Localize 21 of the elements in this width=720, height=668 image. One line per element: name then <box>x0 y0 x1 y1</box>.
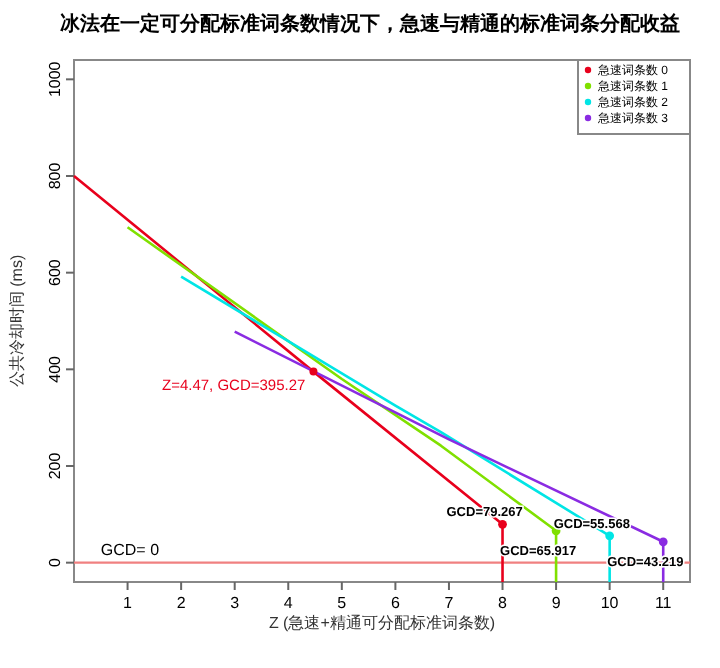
y-tick-label: 600 <box>46 258 64 287</box>
x-tick-label: 7 <box>444 594 455 612</box>
x-tick-label: 9 <box>551 594 562 612</box>
ref-line-label: GCD= 0 <box>100 540 161 559</box>
y-tick-label: 0 <box>46 557 64 568</box>
y-tick-label: 1000 <box>46 60 64 98</box>
x-tick-label: 3 <box>230 594 241 612</box>
y-axis-title: 公共冷却时间 (ms) <box>8 254 26 388</box>
x-tick-label: 2 <box>176 594 187 612</box>
x-tick-label: 11 <box>654 594 673 612</box>
x-tick-label: 1 <box>123 594 134 612</box>
x-tick-label: 5 <box>337 594 348 612</box>
chart-title: 冰法在一定可分配标准词条数情况下，急速与精通的标准词条分配收益 <box>60 12 680 36</box>
x-tick-label: 8 <box>498 594 509 612</box>
x-tick-label: 4 <box>283 594 294 612</box>
x-axis-title: Z (急速+精通可分配标准词条数) <box>268 614 496 632</box>
y-tick-label: 400 <box>46 354 64 383</box>
x-tick-label: 6 <box>390 594 401 612</box>
y-tick-label: 800 <box>46 161 64 190</box>
y-tick-label: 200 <box>46 451 64 480</box>
x-tick-label: 10 <box>600 594 620 612</box>
